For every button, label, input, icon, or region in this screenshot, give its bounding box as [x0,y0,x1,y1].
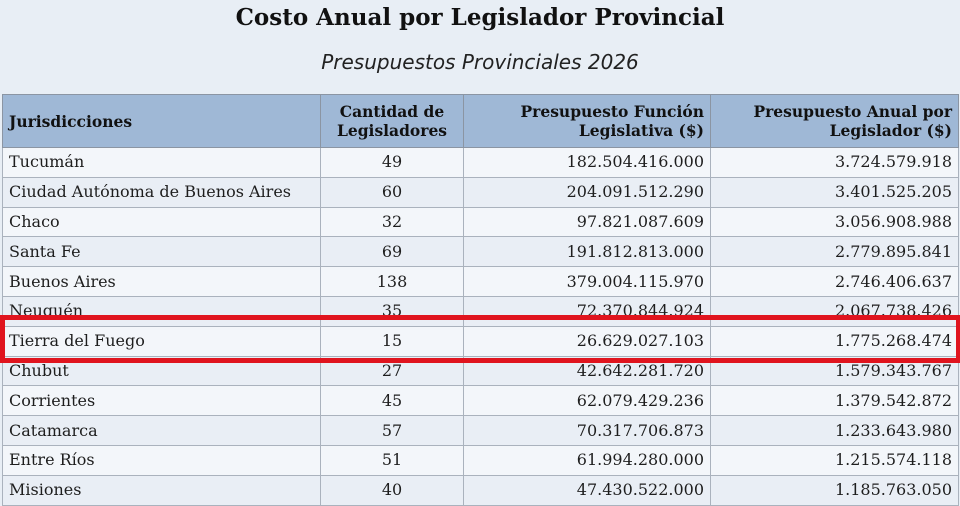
cell-cantidad: 35 [320,295,464,327]
table-row: Neuquén 35 72.370.844.924 2.067.738.426 [2,295,959,327]
cell-presupuesto: 97.821.087.609 [463,206,711,238]
table-row: Ciudad Autónoma de Buenos Aires 60 204.0… [2,176,959,208]
page-subtitle: Presupuestos Provinciales 2026 [321,50,639,74]
cell-anual: 3.056.908.988 [710,206,959,238]
table-row-highlighted: Tierra del Fuego 15 26.629.027.103 1.775… [2,325,959,357]
cell-jurisdiccion: Entre Ríos [2,444,321,476]
table-row: Tucumán 49 182.504.416.000 3.724.579.918 [2,147,959,178]
cell-cantidad: 32 [320,206,464,238]
header-jurisdicciones: Jurisdicciones [2,94,321,148]
cell-jurisdiccion: Neuquén [2,295,321,327]
cell-jurisdiccion: Misiones [2,474,321,506]
cell-anual: 1.379.542.872 [710,385,959,417]
table-row: Santa Fe 69 191.812.813.000 2.779.895.84… [2,236,959,268]
cell-jurisdiccion: Tucumán [2,147,321,178]
table-header-row: Jurisdicciones Cantidad de Legisladores … [2,94,959,148]
table-row: Catamarca 57 70.317.706.873 1.233.643.98… [2,415,959,446]
cell-anual: 1.579.343.767 [710,355,959,387]
table-row: Buenos Aires 138 379.004.115.970 2.746.4… [2,266,959,297]
cell-cantidad: 60 [320,176,464,208]
cell-cantidad: 138 [320,266,464,297]
cell-presupuesto: 62.079.429.236 [463,385,711,417]
cell-cantidad: 57 [320,415,464,446]
header-presupuesto-anual-por-legislador: Presupuesto Anual por Legislador ($) [710,94,959,148]
cell-anual: 2.779.895.841 [710,236,959,268]
cell-cantidad: 49 [320,147,464,178]
cell-cantidad: 69 [320,236,464,268]
table-row: Misiones 40 47.430.522.000 1.185.763.050 [2,474,959,506]
cell-cantidad: 15 [320,325,464,357]
cell-cantidad: 51 [320,444,464,476]
cell-anual: 3.401.525.205 [710,176,959,208]
table-row: Chubut 27 42.642.281.720 1.579.343.767 [2,355,959,387]
table-row: Entre Ríos 51 61.994.280.000 1.215.574.1… [2,444,959,476]
table-body: Tucumán 49 182.504.416.000 3.724.579.918… [2,147,959,506]
cell-jurisdiccion: Catamarca [2,415,321,446]
cell-jurisdiccion: Ciudad Autónoma de Buenos Aires [2,176,321,208]
legislator-cost-table: Jurisdicciones Cantidad de Legisladores … [2,94,959,506]
cell-anual: 1.185.763.050 [710,474,959,506]
cell-cantidad: 27 [320,355,464,387]
table-row: Corrientes 45 62.079.429.236 1.379.542.8… [2,385,959,417]
cell-jurisdiccion: Chaco [2,206,321,238]
cell-anual: 1.775.268.474 [710,325,959,357]
header-cantidad-legisladores: Cantidad de Legisladores [320,94,464,148]
header-presupuesto-funcion-legislativa: Presupuesto Función Legislativa ($) [463,94,711,148]
page-title: Costo Anual por Legislador Provincial [235,4,725,31]
cell-jurisdiccion: Tierra del Fuego [2,325,321,357]
cell-jurisdiccion: Buenos Aires [2,266,321,297]
cell-anual: 2.746.406.637 [710,266,959,297]
cell-jurisdiccion: Santa Fe [2,236,321,268]
cell-presupuesto: 61.994.280.000 [463,444,711,476]
cell-presupuesto: 379.004.115.970 [463,266,711,297]
cell-presupuesto: 204.091.512.290 [463,176,711,208]
cell-cantidad: 45 [320,385,464,417]
cell-presupuesto: 26.629.027.103 [463,325,711,357]
cell-presupuesto: 70.317.706.873 [463,415,711,446]
cell-anual: 3.724.579.918 [710,147,959,178]
cell-jurisdiccion: Chubut [2,355,321,387]
cell-presupuesto: 191.812.813.000 [463,236,711,268]
cell-jurisdiccion: Corrientes [2,385,321,417]
cell-cantidad: 40 [320,474,464,506]
cell-presupuesto: 72.370.844.924 [463,295,711,327]
cell-anual: 2.067.738.426 [710,295,959,327]
cell-presupuesto: 42.642.281.720 [463,355,711,387]
cell-presupuesto: 182.504.416.000 [463,147,711,178]
cell-presupuesto: 47.430.522.000 [463,474,711,506]
table-row: Chaco 32 97.821.087.609 3.056.908.988 [2,206,959,238]
cell-anual: 1.215.574.118 [710,444,959,476]
cell-anual: 1.233.643.980 [710,415,959,446]
